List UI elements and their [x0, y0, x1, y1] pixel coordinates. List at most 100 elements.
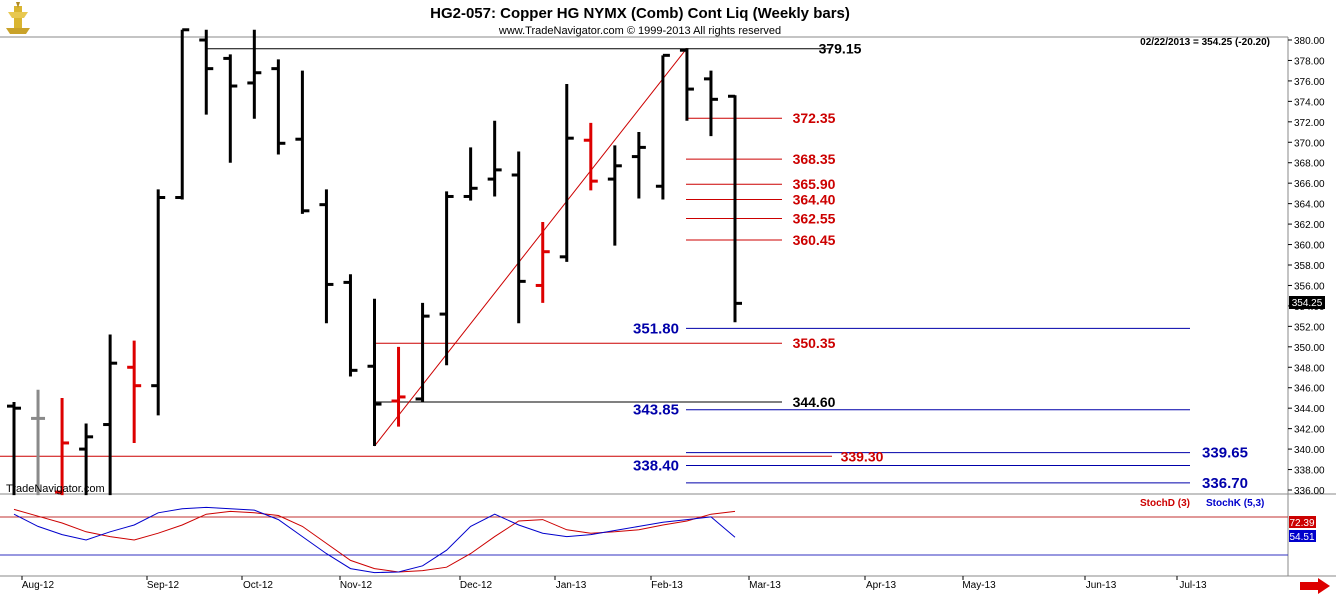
- ohlc-bar: [175, 28, 190, 200]
- ohlc-bar: [415, 302, 430, 403]
- watermark-text: TradeNavigator.com: [6, 483, 105, 495]
- price-tick-label: 360.00: [1294, 241, 1325, 252]
- ohlc-bar: [367, 298, 382, 447]
- level-label: 365.90: [793, 176, 836, 192]
- ohlc-bars: [7, 28, 742, 496]
- ohlc-bar: [7, 402, 21, 496]
- price-tick-label: 344.00: [1294, 404, 1325, 415]
- level-label: 360.45: [793, 232, 836, 248]
- price-tick-label: 350.00: [1294, 343, 1325, 354]
- price-tick-label: 378.00: [1294, 56, 1325, 67]
- status-readout: 02/22/2013 = 354.25 (-20.20): [1140, 37, 1270, 48]
- stoch-d-legend: StochD (3): [1140, 498, 1190, 509]
- stoch-k-value-tag: [1289, 530, 1316, 542]
- ohlc-bar: [439, 191, 454, 366]
- stoch-k-line: [13, 506, 736, 574]
- level-label: 379.15: [819, 41, 862, 57]
- stoch-k-legend: StochK (5,3): [1206, 498, 1264, 509]
- ohlc-bar: [728, 94, 742, 323]
- time-tick-label: Sep-12: [147, 580, 180, 591]
- time-tick-label: Oct-12: [243, 580, 273, 591]
- price-tick-label: 370.00: [1294, 138, 1325, 149]
- price-tick-label: 356.00: [1294, 281, 1325, 292]
- time-tick-label: Apr-13: [866, 580, 896, 591]
- price-tick-label: 362.00: [1294, 220, 1325, 231]
- level-label: 368.35: [793, 151, 836, 167]
- stoch-d-value: 72.39: [1289, 518, 1314, 529]
- level-label: 350.35: [793, 335, 836, 351]
- ohlc-bar: [607, 145, 622, 246]
- price-tick-label: 358.00: [1294, 261, 1325, 272]
- ohlc-bar: [295, 70, 310, 214]
- level-label: 364.40: [793, 192, 836, 208]
- price-tick-label: 366.00: [1294, 179, 1325, 190]
- time-tick-label: Feb-13: [651, 580, 683, 591]
- price-tick-label: 338.00: [1294, 466, 1325, 477]
- price-tick-label: 364.00: [1294, 200, 1325, 211]
- stochastic-lines: [13, 506, 736, 574]
- ohlc-bar: [127, 340, 142, 443]
- level-label: 339.65: [1202, 445, 1248, 462]
- ohlc-bar: [247, 29, 262, 119]
- price-tick-label: 342.00: [1294, 425, 1325, 436]
- ohlc-bar: [391, 346, 406, 427]
- scroll-right-arrow-icon[interactable]: [1298, 578, 1330, 594]
- ohlc-bar: [583, 122, 598, 191]
- ohlc-bar: [703, 70, 718, 137]
- price-level-lines: [0, 48, 1190, 484]
- time-tick-label: Mar-13: [749, 580, 781, 591]
- price-tick-label: 346.00: [1294, 384, 1325, 395]
- ohlc-bar: [655, 53, 670, 200]
- ohlc-bar: [223, 54, 238, 163]
- ohlc-bar: [103, 334, 118, 496]
- price-tick-label: 368.00: [1294, 159, 1325, 170]
- level-label: 336.70: [1202, 475, 1248, 492]
- ohlc-bar: [55, 397, 70, 496]
- time-tick-label: Jul-13: [1179, 580, 1207, 591]
- level-label: 338.40: [633, 457, 679, 474]
- ohlc-bar: [463, 147, 478, 201]
- level-label: 372.35: [793, 110, 836, 126]
- ohlc-bar: [151, 189, 166, 416]
- level-label: 339.30: [841, 448, 884, 464]
- time-tick-label: Jun-13: [1086, 580, 1117, 591]
- chart-title: HG2-057: Copper HG NYMX (Comb) Cont Liq …: [430, 5, 850, 22]
- level-label: 351.80: [633, 320, 679, 337]
- level-label: 362.55: [793, 210, 836, 226]
- price-tick-label: 374.00: [1294, 97, 1325, 108]
- ohlc-bar: [79, 423, 94, 496]
- time-tick-label: Aug-12: [22, 580, 55, 591]
- time-tick-label: Nov-12: [340, 580, 373, 591]
- price-tick-label: 376.00: [1294, 77, 1325, 88]
- last-price-tag-text: 354.25: [1292, 298, 1323, 309]
- level-label: 344.60: [793, 394, 836, 410]
- ohlc-bar: [31, 389, 46, 496]
- price-tick-label: 336.00: [1294, 486, 1325, 497]
- stoch-d-line: [13, 508, 736, 573]
- time-axis: Aug-12 Sep-12 Oct-12 Nov-12 Dec-12 Jan-13 Feb-…: [21, 576, 1207, 591]
- level-label: 343.85: [633, 402, 679, 419]
- ohlc-bar: [199, 29, 214, 115]
- price-tick-label: 380.00: [1294, 36, 1325, 47]
- price-tick-label: 372.00: [1294, 118, 1325, 129]
- trendline: [374, 47, 688, 447]
- time-tick-label: May-13: [962, 580, 996, 591]
- ohlc-bar: [319, 189, 334, 324]
- price-axis: 380.00 378.00 376.00 374.00 372.00 370.00 368.…: [1288, 36, 1325, 497]
- ohlc-bar: [343, 274, 358, 377]
- time-tick-label: Dec-12: [460, 580, 493, 591]
- stoch-d-value-tag: [1289, 516, 1316, 528]
- stoch-k-value: 54.51: [1289, 532, 1314, 543]
- ohlc-bar: [535, 222, 550, 303]
- ohlc-bar: [559, 83, 574, 262]
- price-tick-label: 340.00: [1294, 445, 1325, 456]
- ohlc-bar: [679, 48, 694, 121]
- ohlc-bar: [511, 151, 526, 324]
- last-price-tag: [1289, 296, 1325, 309]
- ohlc-bar: [271, 59, 286, 155]
- price-tick-label: 348.00: [1294, 363, 1325, 374]
- copyright-text: www.TradeNavigator.com © 1999-2013 All r…: [498, 25, 781, 37]
